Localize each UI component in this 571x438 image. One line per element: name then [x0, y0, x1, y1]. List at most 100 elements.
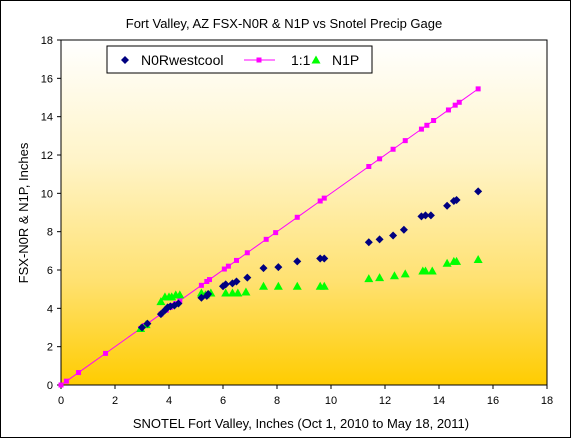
y-axis-label: FSX-N0R & N1P, Inches: [16, 142, 31, 283]
n1p-point: [233, 288, 243, 297]
x-tick-label: 0: [58, 395, 64, 407]
one-to-one-point: [207, 277, 212, 283]
n0r-point: [259, 264, 268, 273]
one-to-one-point: [225, 263, 231, 269]
n1p-point: [221, 288, 231, 297]
y-tick-label: 18: [41, 35, 53, 47]
one-to-one-point: [366, 164, 372, 169]
one-to-one-point: [198, 282, 204, 288]
one-to-one-point: [456, 99, 462, 105]
x-tick-label: 18: [541, 395, 553, 407]
one-to-one-point: [377, 156, 383, 162]
y-tick-label: 6: [47, 265, 53, 277]
n0r-point: [375, 235, 384, 244]
x-tick-label: 2: [112, 395, 118, 407]
one-to-one-point: [321, 195, 327, 201]
n0r-point: [174, 299, 183, 308]
x-axis-label: SNOTEL Fort Valley, Inches (Oct 1, 2010 …: [133, 416, 469, 431]
y-tick-label: 0: [47, 380, 53, 392]
n1p-point: [273, 281, 283, 290]
legend-label: 1:1: [291, 52, 311, 68]
series-n0rwestcool: [138, 187, 483, 332]
n1p-point: [319, 281, 329, 290]
legend-marker: [311, 55, 321, 64]
one-to-one-point: [475, 86, 481, 92]
n1p-point: [292, 281, 302, 290]
n1p-point: [241, 287, 251, 296]
y-tick-label: 10: [41, 188, 53, 200]
n0r-point: [274, 263, 283, 272]
one-to-one-point: [76, 370, 82, 376]
legend-label: N1P: [332, 52, 359, 68]
one-to-one-point: [58, 382, 64, 388]
n1p-point: [375, 273, 385, 282]
one-to-one-point: [221, 266, 227, 272]
y-tick-label: 12: [41, 150, 53, 162]
one-to-one-point: [234, 257, 239, 263]
x-tick-label: 8: [274, 395, 280, 407]
n0r-point: [452, 196, 461, 205]
y-tick-label: 16: [41, 73, 53, 85]
x-tick-label: 10: [325, 395, 337, 407]
one-to-one-point: [244, 250, 250, 256]
series-1-1: [58, 86, 481, 388]
legend-box: [106, 45, 373, 74]
n0r-point: [204, 289, 213, 298]
one-to-one-point: [431, 118, 437, 123]
one-to-one-point: [317, 198, 323, 204]
legend-label: N0Rwestcool: [141, 52, 223, 68]
one-to-one-point: [273, 230, 279, 236]
one-to-one-point: [103, 350, 109, 356]
n1p-point: [389, 271, 399, 280]
n1p-point: [400, 269, 410, 278]
legend-marker: [121, 56, 129, 64]
chart-title: Fort Valley, AZ FSX-N0R & N1P vs Snotel …: [126, 16, 442, 31]
n0r-point: [293, 257, 302, 266]
n0r-point: [399, 225, 408, 234]
n0r-point: [364, 238, 373, 247]
one-to-one-point: [294, 214, 300, 220]
n0r-point: [320, 254, 329, 263]
one-to-one-point: [418, 126, 424, 132]
n0r-point: [316, 254, 325, 263]
one-to-one-point: [63, 378, 69, 384]
one-to-one-point: [402, 138, 408, 144]
series-layer: [58, 86, 483, 388]
n0r-point: [443, 201, 452, 210]
y-tick-label: 4: [47, 303, 53, 315]
one-to-one-point: [452, 102, 458, 108]
n1p-point: [156, 297, 166, 306]
y-tick-label: 14: [41, 112, 53, 124]
n1p-point: [452, 256, 462, 265]
x-tick-label: 6: [220, 395, 226, 407]
one-to-one-point: [390, 146, 396, 152]
n1p-point: [364, 274, 374, 283]
one-to-one-point: [445, 107, 451, 113]
n0r-point: [221, 280, 230, 289]
y-tick-label: 2: [47, 342, 53, 354]
n0r-point: [243, 273, 252, 282]
series-n1p: [136, 254, 483, 332]
n1p-point: [473, 254, 483, 263]
x-tick-label: 16: [487, 395, 499, 407]
axes: 0 2 4 6 8 10 12 14 16 18 0 2 4 6 8 10 12 14 16 18: [41, 35, 553, 407]
n0r-point: [138, 323, 146, 332]
one-to-one-point: [177, 298, 183, 304]
n1p-point: [442, 258, 452, 267]
one-to-one-point: [263, 236, 269, 242]
n1p-point: [175, 290, 185, 299]
n0r-point: [426, 211, 435, 220]
n0r-point: [389, 231, 398, 240]
x-tick-label: 14: [433, 395, 445, 407]
one-to-one-point: [204, 279, 210, 284]
n1p-point: [259, 281, 268, 290]
n1p-point: [427, 266, 437, 275]
x-tick-label: 12: [379, 395, 391, 407]
n1p-point: [421, 266, 430, 275]
x-tick-label: 4: [166, 395, 172, 407]
one-to-one-point: [424, 122, 430, 128]
n0r-point: [232, 277, 241, 286]
legend-marker: [256, 57, 262, 63]
n0r-point: [421, 211, 430, 220]
